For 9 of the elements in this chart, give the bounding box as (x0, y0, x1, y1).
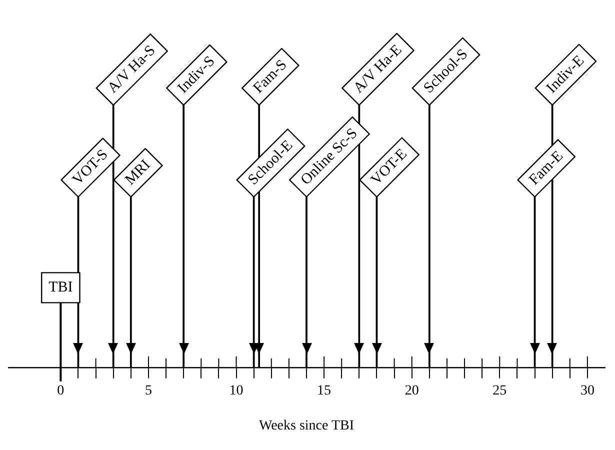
x-tick-label: 20 (404, 383, 419, 398)
x-tick-label: 10 (229, 383, 244, 398)
x-tick-label: 15 (317, 383, 332, 398)
x-tick-label: 5 (144, 383, 152, 398)
x-tick-label: 25 (492, 383, 507, 398)
x-tick-label: 0 (57, 383, 64, 398)
x-tick-label: 30 (580, 383, 594, 398)
x-axis-title: Weeks since TBI (258, 418, 354, 434)
ref-line-label: TBI (48, 280, 73, 296)
